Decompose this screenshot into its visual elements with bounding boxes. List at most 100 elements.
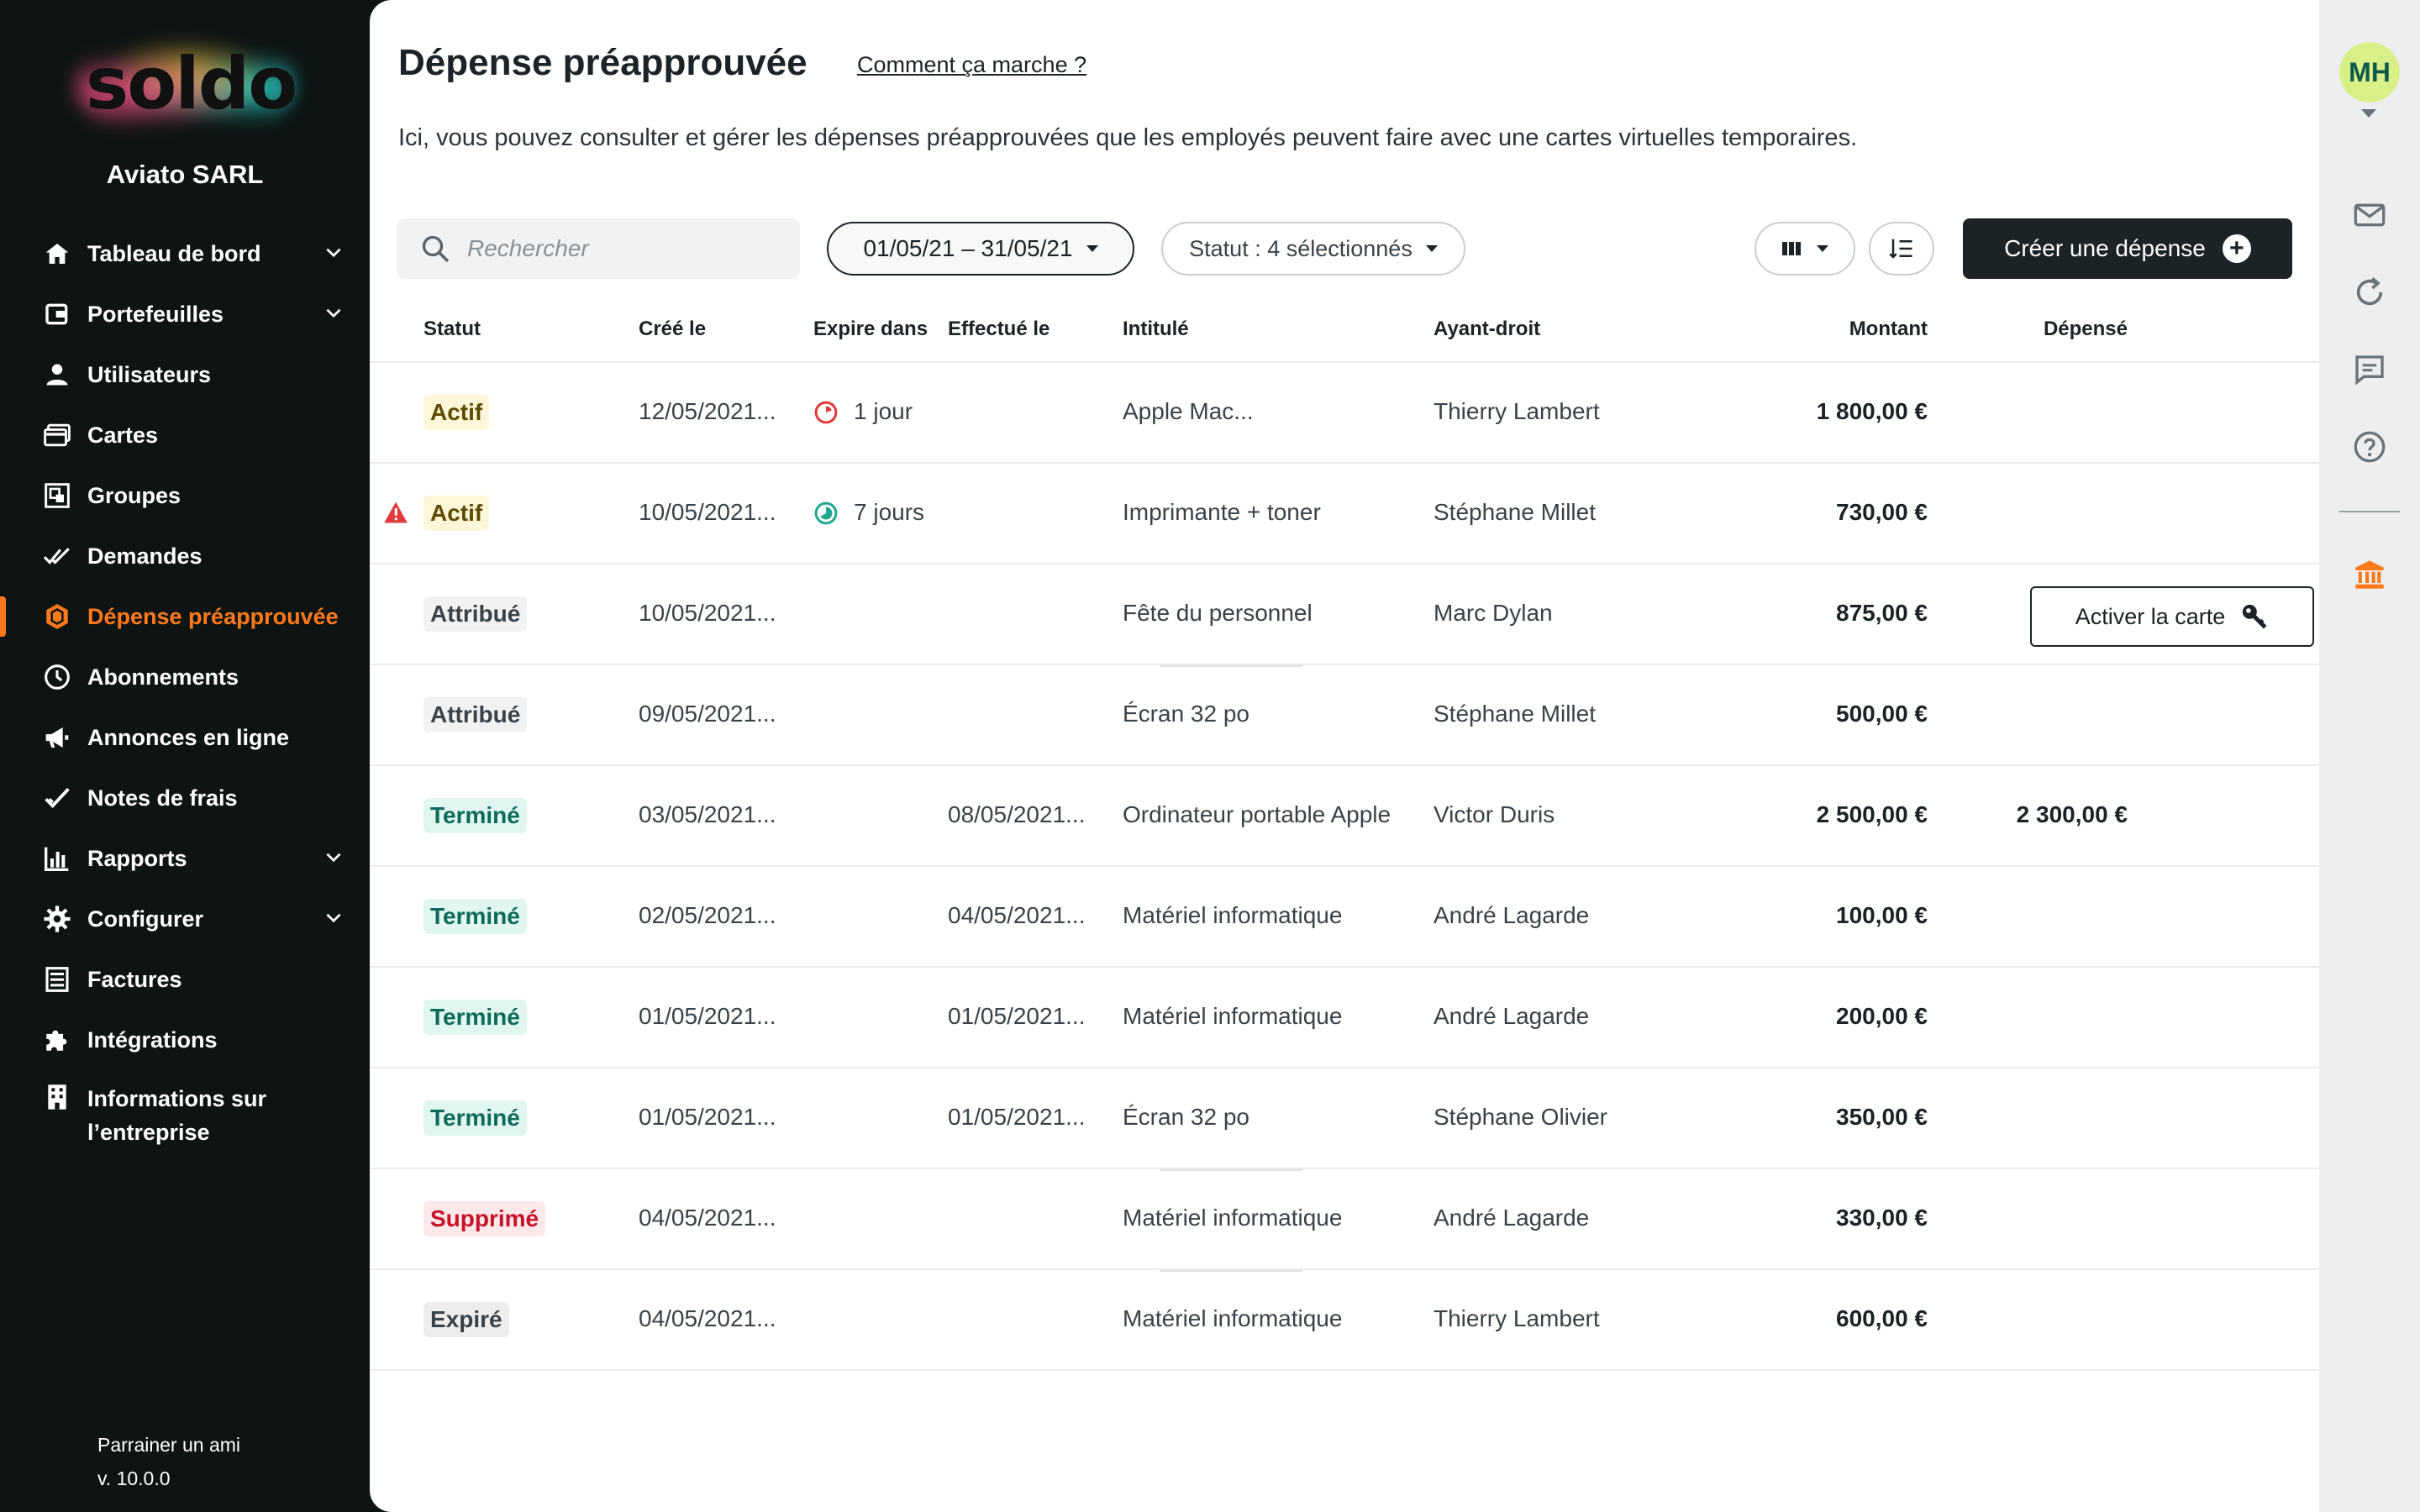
- row-separator: [1160, 1270, 1302, 1272]
- expense-title: Ordinateur portable Apple: [1123, 801, 1392, 827]
- logo-glow: [76, 42, 294, 126]
- holder-name: André Lagarde: [1434, 902, 1590, 928]
- done-date: 04/05/2021...: [948, 902, 1086, 928]
- soldo-logo[interactable]: soldo: [59, 34, 311, 134]
- sidebar-item-requests[interactable]: Demandes: [0, 526, 370, 586]
- amount: 350,00 €: [1836, 1104, 1928, 1130]
- holder-name: Marc Dylan: [1434, 600, 1553, 626]
- table-row[interactable]: Supprimé 04/05/2021... Matériel informat…: [370, 1169, 2319, 1270]
- sidebar-item-groups[interactable]: Groupes: [0, 465, 370, 526]
- table-body: Actif 12/05/2021... 1 jour Apple Mac... …: [370, 363, 2319, 1371]
- sort-icon: [1889, 239, 1912, 259]
- mail-icon[interactable]: [2353, 198, 2386, 232]
- table-row[interactable]: Attribué 10/05/2021... Fête du personnel…: [370, 564, 2319, 665]
- expires-in: 7 jours: [854, 499, 925, 525]
- done-date: 01/05/2021...: [948, 1104, 1086, 1130]
- activate-card-button[interactable]: Activer la carte: [2030, 586, 2314, 647]
- sidebar-item-company-info[interactable]: Informations sur l’entreprise: [0, 1070, 370, 1151]
- sidebar-item-online-ads[interactable]: Annonces en ligne: [0, 707, 370, 768]
- col-amount[interactable]: Montant: [1849, 318, 1928, 340]
- table-row[interactable]: Terminé 01/05/2021... 01/05/2021... Maté…: [370, 968, 2319, 1068]
- sidebar-item-subscriptions[interactable]: Abonnements: [0, 647, 370, 707]
- col-expires[interactable]: Expire dans: [813, 318, 929, 340]
- holder-name: Victor Duris: [1434, 801, 1555, 827]
- holder-name: Thierry Lambert: [1434, 398, 1600, 424]
- sidebar: soldo Aviato SARL Tableau de bord Portef…: [0, 0, 370, 1512]
- col-created[interactable]: Créé le: [639, 318, 707, 340]
- table-row[interactable]: Terminé 01/05/2021... 01/05/2021... Écra…: [370, 1068, 2319, 1169]
- refer-friend-link[interactable]: Parrainer un ami: [97, 1434, 241, 1456]
- sidebar-item-configure[interactable]: Configurer: [0, 889, 370, 949]
- wallet-icon: [42, 299, 72, 329]
- status-badge: Expiré: [424, 1302, 509, 1337]
- created-date: 04/05/2021...: [639, 1305, 776, 1331]
- expense-title: Matériel informatique: [1123, 1305, 1343, 1331]
- caret-down-icon: [1817, 245, 1828, 252]
- sidebar-nav: Tableau de bord Portefeuilles Utilisateu…: [0, 223, 370, 1151]
- create-expense-button[interactable]: Créer une dépense +: [1963, 218, 2292, 279]
- search-icon: [422, 235, 450, 263]
- warning-icon: [384, 501, 408, 523]
- col-done[interactable]: Effectué le: [948, 318, 1050, 340]
- col-spent[interactable]: Dépensé: [2043, 318, 2128, 340]
- chevron-down-icon[interactable]: [323, 907, 345, 929]
- create-expense-label: Créer une dépense: [2004, 235, 2206, 261]
- megaphone-icon: [42, 722, 72, 753]
- sidebar-item-wallets[interactable]: Portefeuilles: [0, 284, 370, 344]
- expense-title: Imprimante + toner: [1123, 499, 1321, 525]
- expense-title: Matériel informatique: [1123, 902, 1343, 928]
- date-range-filter[interactable]: 01/05/21 – 31/05/21: [827, 222, 1134, 276]
- status-filter[interactable]: Statut : 4 sélectionnés: [1161, 222, 1465, 276]
- expense-title: Écran 32 po: [1123, 1104, 1249, 1130]
- sidebar-item-label: Informations sur l’entreprise: [87, 1086, 267, 1145]
- table-row[interactable]: Terminé 02/05/2021... 04/05/2021... Maté…: [370, 867, 2319, 968]
- home-icon: [42, 239, 72, 269]
- table-row[interactable]: Actif 12/05/2021... 1 jour Apple Mac... …: [370, 363, 2319, 464]
- chevron-down-icon[interactable]: [323, 847, 345, 869]
- created-date: 09/05/2021...: [639, 701, 776, 727]
- table-row[interactable]: Attribué 09/05/2021... Écran 32 po Stéph…: [370, 665, 2319, 766]
- avatar[interactable]: MH: [2339, 42, 2400, 102]
- table-row[interactable]: Terminé 03/05/2021... 08/05/2021... Ordi…: [370, 766, 2319, 867]
- amount: 200,00 €: [1836, 1003, 1928, 1029]
- caret-down-icon[interactable]: [2361, 109, 2376, 118]
- table-row[interactable]: Actif 10/05/2021... 7 jours Imprimante +…: [370, 464, 2319, 564]
- sort-button[interactable]: [1869, 222, 1934, 276]
- col-title[interactable]: Intitulé: [1123, 318, 1189, 340]
- sidebar-item-invoices[interactable]: Factures: [0, 949, 370, 1010]
- created-date: 04/05/2021...: [639, 1205, 776, 1231]
- sidebar-footer: Parrainer un ami v. 10.0.0: [97, 1428, 240, 1495]
- expense-title: Fête du personnel: [1123, 600, 1313, 626]
- search-box[interactable]: [397, 218, 800, 279]
- status-badge: Terminé: [424, 798, 527, 833]
- status-badge: Attribué: [424, 596, 528, 632]
- invoice-icon: [42, 964, 72, 995]
- columns-toggle-button[interactable]: [1754, 222, 1855, 276]
- sidebar-item-integrations[interactable]: Intégrations: [0, 1010, 370, 1070]
- sidebar-item-dashboard[interactable]: Tableau de bord: [0, 223, 370, 284]
- amount: 875,00 €: [1836, 600, 1928, 626]
- sidebar-item-preapproved-spend[interactable]: Dépense préapprouvée: [0, 586, 370, 647]
- bank-icon[interactable]: [2353, 558, 2386, 591]
- caret-down-icon: [1086, 245, 1098, 252]
- sidebar-item-expense-notes[interactable]: Notes de frais: [0, 768, 370, 828]
- sidebar-item-users[interactable]: Utilisateurs: [0, 344, 370, 405]
- refresh-icon[interactable]: [2353, 276, 2386, 309]
- page-title: Dépense préapprouvée: [398, 42, 808, 83]
- chevron-down-icon[interactable]: [323, 302, 345, 324]
- table-row[interactable]: Expiré 04/05/2021... Matériel informatiq…: [370, 1270, 2319, 1371]
- sidebar-item-cards[interactable]: Cartes: [0, 405, 370, 465]
- search-input[interactable]: [467, 235, 786, 262]
- chevron-down-icon[interactable]: [323, 242, 345, 264]
- expense-title: Matériel informatique: [1123, 1003, 1343, 1029]
- col-status[interactable]: Statut: [424, 318, 481, 340]
- sidebar-item-reports[interactable]: Rapports: [0, 828, 370, 889]
- chat-icon[interactable]: [2353, 353, 2386, 386]
- timer-urgent-icon: [814, 401, 838, 424]
- col-holder[interactable]: Ayant-droit: [1434, 318, 1541, 340]
- sidebar-item-label: Intégrations: [87, 1027, 218, 1053]
- puzzle-icon: [42, 1025, 72, 1055]
- sidebar-item-label: Utilisateurs: [87, 362, 212, 387]
- how-it-works-link[interactable]: Comment ça marche ?: [857, 52, 1087, 77]
- help-icon[interactable]: [2353, 430, 2386, 464]
